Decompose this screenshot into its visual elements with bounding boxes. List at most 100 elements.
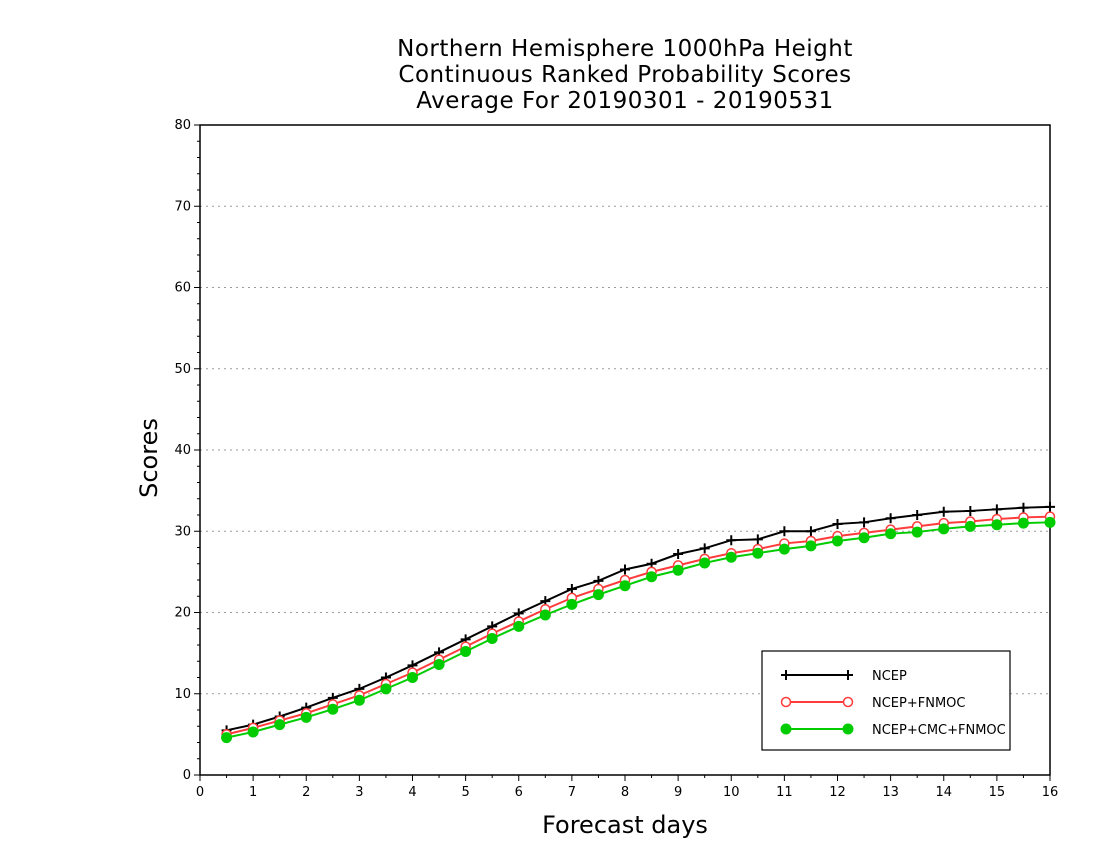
data-point — [991, 519, 1003, 531]
legend-marker — [843, 670, 853, 680]
x-tick-label: 16 — [1042, 785, 1059, 800]
data-point — [513, 620, 525, 632]
y-tick-label: 40 — [174, 443, 191, 458]
data-point — [725, 551, 737, 563]
data-point — [965, 505, 976, 516]
y-tick-label: 10 — [174, 687, 191, 702]
y-tick-label: 70 — [174, 199, 191, 214]
legend-marker — [842, 723, 854, 735]
data-point — [858, 532, 870, 544]
data-point — [433, 659, 445, 670]
data-point — [300, 711, 312, 723]
x-tick-label: 6 — [515, 785, 523, 800]
y-tick-label: 30 — [174, 524, 191, 539]
legend-label: NCEP+CMC+FNMOC — [872, 723, 1006, 738]
chart-title: Northern Hemisphere 1000hPa Height Conti… — [200, 36, 1050, 114]
x-tick-label: 8 — [621, 785, 629, 800]
legend-entry: NCEP+FNMOC — [780, 696, 965, 711]
data-point — [620, 564, 630, 575]
data-point — [1017, 517, 1029, 529]
grid-lines — [200, 205, 1050, 695]
data-point — [619, 580, 631, 592]
y-axis-label: Scores — [135, 418, 163, 498]
x-tick-label: 14 — [935, 785, 952, 800]
legend-label: NCEP+FNMOC — [872, 696, 965, 711]
x-tick-label: 3 — [355, 785, 363, 800]
data-point — [726, 535, 737, 546]
x-tick-label: 11 — [776, 785, 793, 800]
series-ncep-cmc-fnmoc — [221, 516, 1056, 744]
x-axis-label: Forecast days — [542, 811, 708, 839]
data-point — [460, 646, 472, 657]
data-point — [486, 633, 498, 644]
data-point — [885, 513, 896, 524]
data-point — [699, 557, 711, 569]
legend-entry: NCEP — [781, 669, 907, 684]
x-tick-label: 5 — [461, 785, 469, 800]
x-tick-label: 12 — [829, 785, 846, 800]
title-line-1: Northern Hemisphere 1000hPa Height — [397, 36, 853, 62]
data-point — [699, 543, 710, 554]
x-tick-label: 7 — [568, 785, 576, 800]
data-point — [938, 506, 949, 517]
data-point — [1044, 516, 1056, 528]
data-point — [859, 517, 870, 528]
legend-marker — [781, 670, 791, 680]
legend-marker — [780, 696, 792, 708]
x-tick-label: 1 — [249, 785, 257, 800]
data-point — [911, 526, 923, 538]
y-tick-label: 20 — [174, 606, 191, 621]
x-tick-label: 2 — [302, 785, 310, 800]
legend-label: NCEP — [872, 669, 907, 684]
data-point — [752, 534, 763, 545]
data-point — [779, 526, 790, 537]
x-tick-label: 0 — [196, 785, 204, 800]
data-point — [778, 543, 790, 555]
data-point — [964, 520, 976, 532]
data-point — [221, 732, 233, 744]
data-point — [832, 518, 843, 529]
x-tick-label: 13 — [882, 785, 899, 800]
x-tick-label: 4 — [408, 785, 416, 800]
legend-marker — [842, 696, 854, 708]
data-point — [832, 535, 843, 547]
data-point — [274, 719, 286, 731]
x-tick-label: 15 — [989, 785, 1006, 800]
title-line-3: Average For 20190301 - 20190531 — [416, 88, 834, 114]
data-point — [912, 510, 923, 520]
data-point — [991, 504, 1002, 515]
data-point — [805, 540, 817, 552]
x-tick-label: 9 — [674, 785, 682, 800]
y-tick-label: 60 — [174, 281, 191, 296]
data-point — [592, 589, 604, 601]
data-point — [673, 549, 684, 559]
data-point — [407, 672, 418, 683]
data-point — [1018, 502, 1029, 513]
data-point — [672, 564, 684, 576]
data-point — [327, 703, 339, 715]
data-point — [646, 571, 658, 583]
x-tick-label: 10 — [723, 785, 740, 800]
data-point — [380, 683, 392, 695]
legend-marker — [780, 723, 792, 735]
data-point — [752, 547, 764, 559]
title-line-2: Continuous Ranked Probability Scores — [398, 62, 852, 88]
data-point — [938, 523, 950, 535]
data-point — [353, 694, 365, 706]
legend: NCEP NCEP+FNMOC NCEP+CMC+FNMOC — [761, 650, 1011, 751]
legend-entry: NCEP+CMC+FNMOC — [780, 723, 1006, 738]
data-point — [566, 598, 578, 610]
legend-box — [761, 650, 1011, 751]
data-point — [247, 726, 259, 738]
data-point — [805, 526, 816, 537]
data-point — [566, 583, 577, 594]
series-group — [221, 501, 1056, 744]
y-tick-label: 80 — [174, 118, 191, 133]
y-tick-label: 0 — [183, 768, 191, 783]
data-point — [1045, 501, 1055, 512]
data-point — [539, 609, 551, 621]
data-point — [885, 528, 897, 540]
y-tick-label: 50 — [174, 362, 191, 377]
